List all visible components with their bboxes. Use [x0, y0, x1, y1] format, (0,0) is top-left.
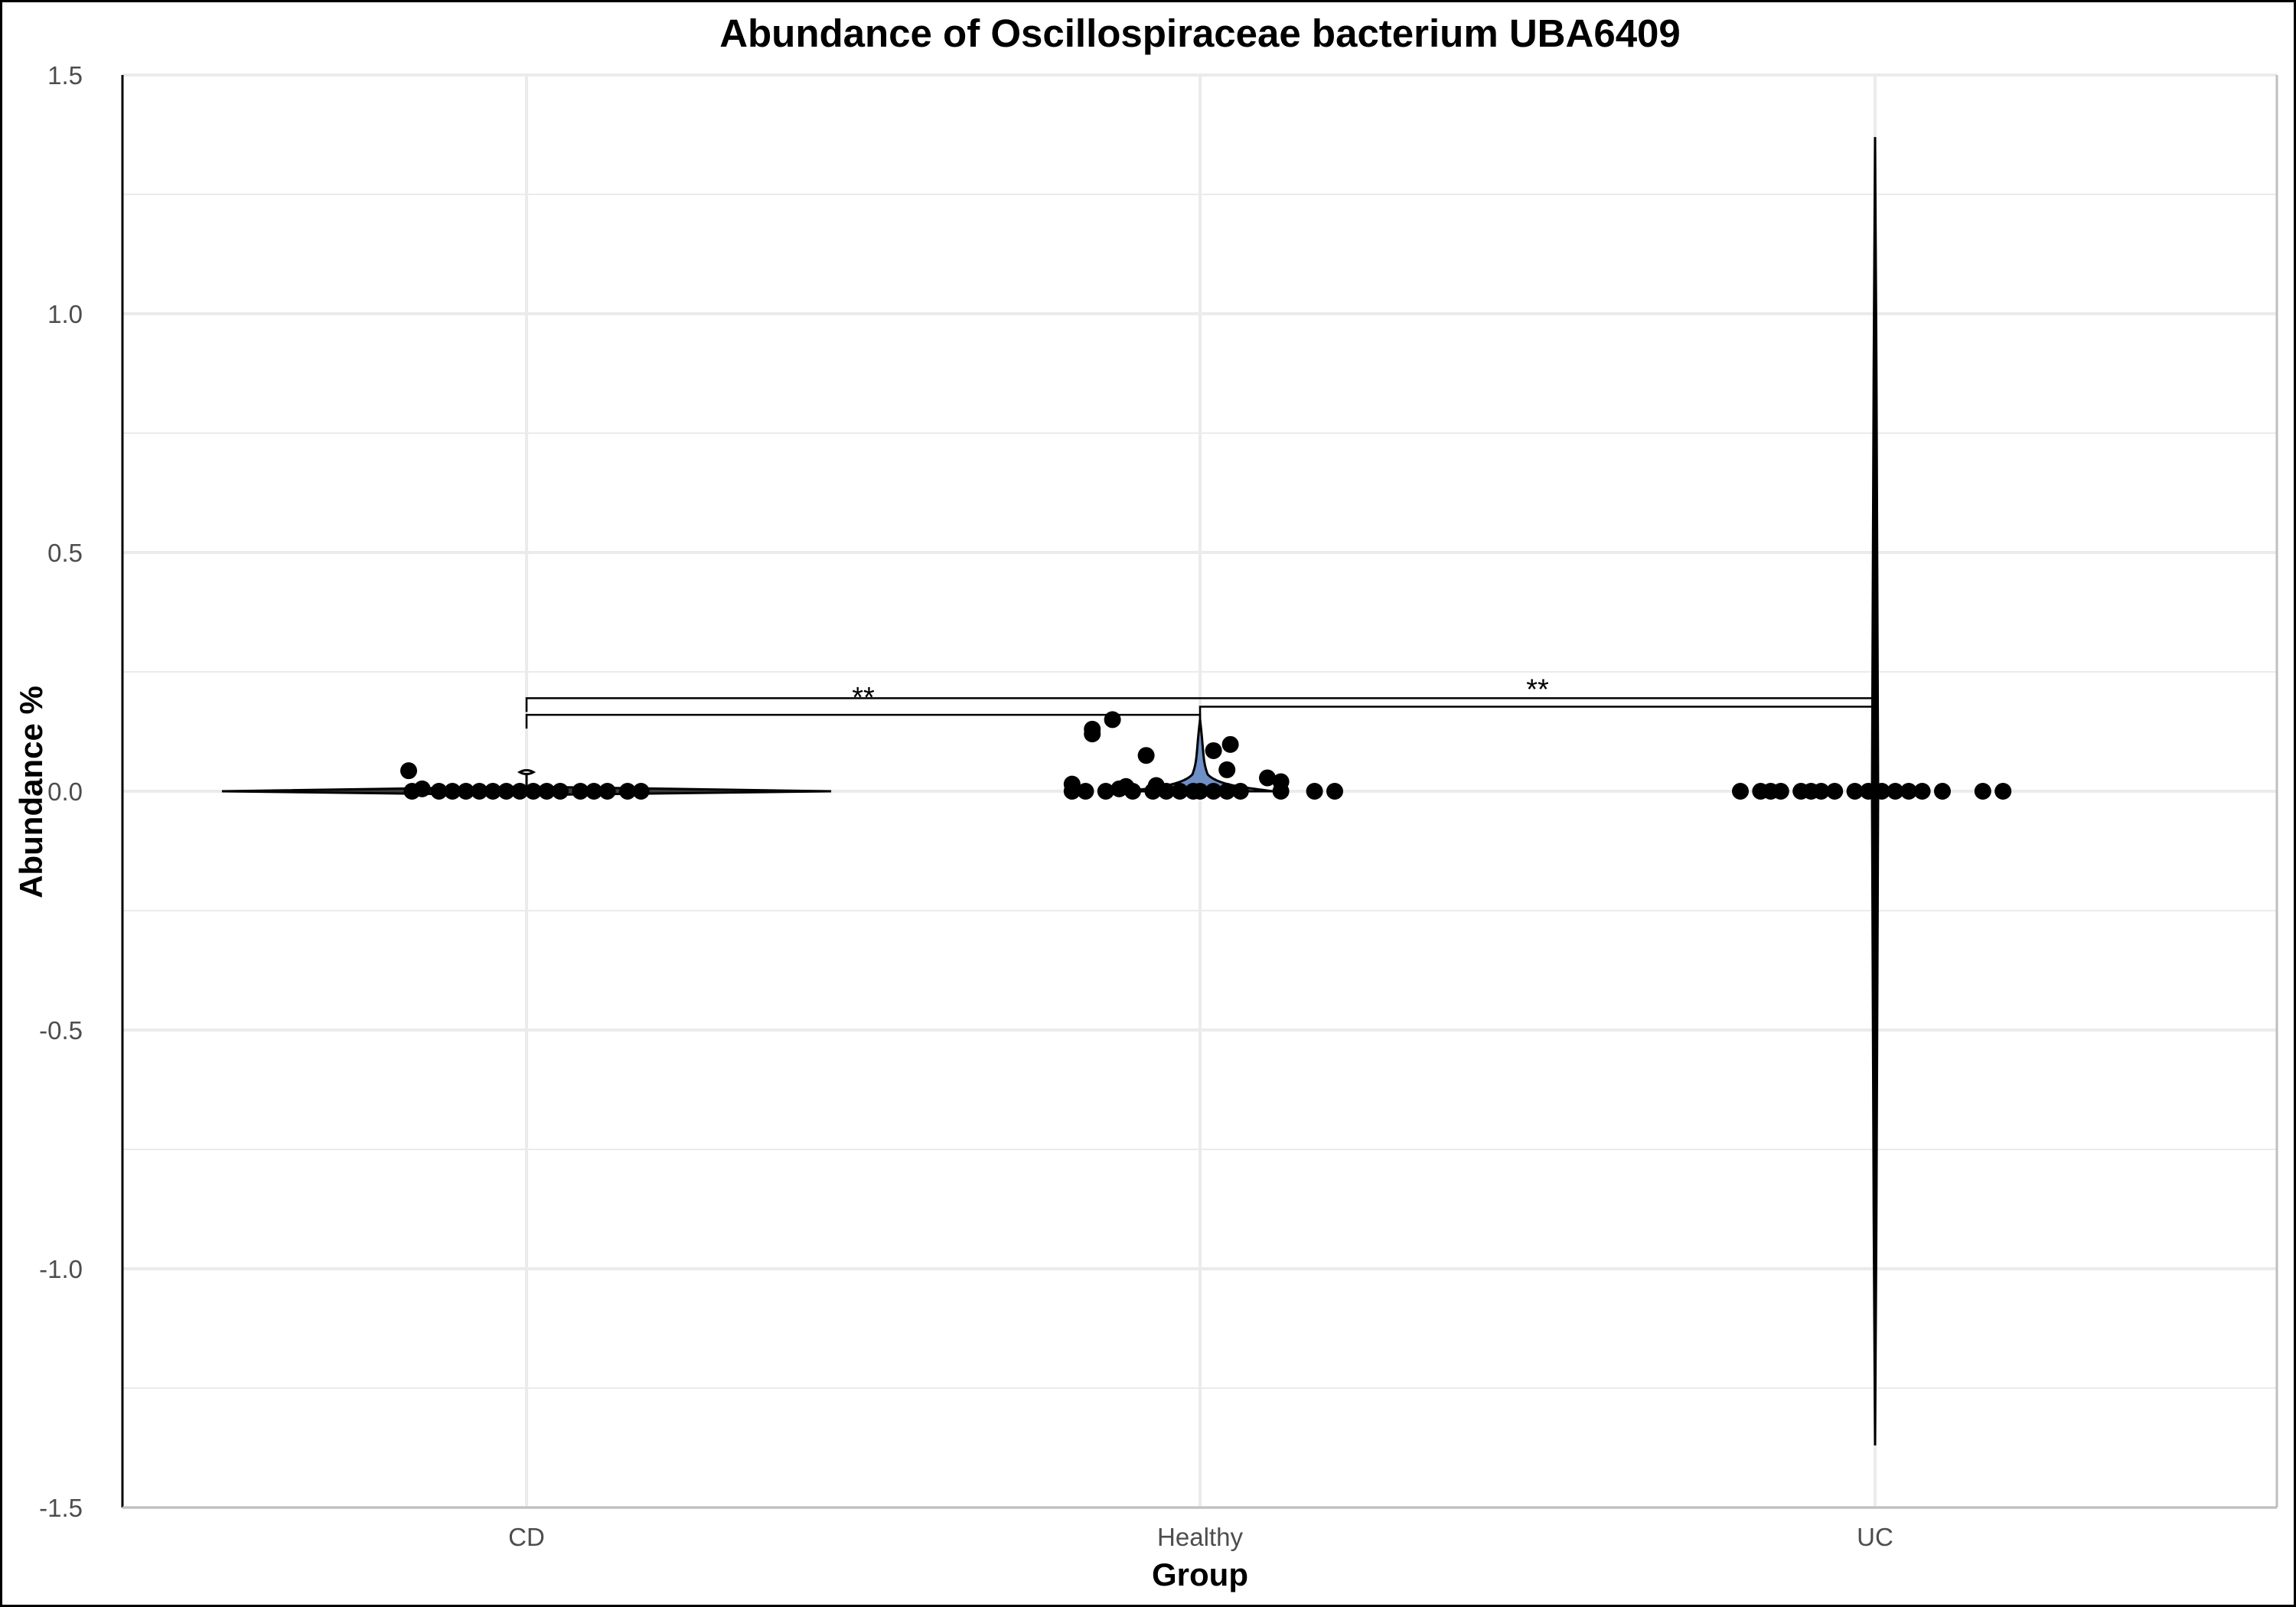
- y-tick-label: -0.5: [39, 1016, 83, 1045]
- y-tick-label: 0.0: [47, 777, 83, 806]
- data-point-cd: [538, 783, 556, 800]
- data-point-healthy: [1104, 711, 1121, 729]
- data-point-uc: [1860, 783, 1877, 800]
- y-axis-title: Abundance %: [13, 686, 49, 898]
- data-point-cd: [444, 783, 461, 800]
- data-point-cd: [632, 783, 650, 800]
- data-point-cd: [552, 783, 569, 800]
- data-point-healthy: [1218, 783, 1236, 800]
- data-point-healthy: [1077, 783, 1094, 800]
- data-point-cd: [413, 780, 431, 797]
- data-point-healthy: [1272, 783, 1290, 800]
- significance-bracket-healthy-uc: [1199, 706, 1877, 721]
- data-point-uc: [1934, 783, 1951, 800]
- data-point-uc: [1826, 783, 1844, 800]
- data-point-cd: [430, 783, 448, 800]
- data-point-uc: [1732, 783, 1749, 800]
- data-point-healthy: [1205, 783, 1222, 800]
- axes-layer: -1.5 -1.0 -0.5 0.0 0.5 1.0 1.5 CD Healthy UC: [39, 61, 2278, 1551]
- data-point-cd: [598, 783, 616, 800]
- significance-layer: ** **: [525, 674, 1877, 729]
- data-point-healthy: [1205, 742, 1222, 759]
- y-tick-label: -1.5: [39, 1494, 83, 1522]
- data-point-healthy: [1158, 783, 1175, 800]
- x-tick-label-healthy: Healthy: [1157, 1523, 1243, 1551]
- significance-bracket-cd-uc: [525, 697, 1877, 712]
- data-point-healthy: [1306, 783, 1323, 800]
- x-tick-label-cd: CD: [508, 1523, 545, 1551]
- data-point-cd: [400, 762, 417, 780]
- data-point-cd: [511, 783, 529, 800]
- data-point-uc: [1772, 783, 1789, 800]
- data-point-uc: [1974, 783, 1991, 800]
- y-tick-label: -1.0: [39, 1255, 83, 1283]
- data-point-cd: [572, 783, 589, 800]
- y-tick-label: 1.0: [47, 300, 83, 328]
- data-point-healthy: [1084, 725, 1101, 743]
- data-point-healthy: [1231, 783, 1249, 800]
- data-point-cd: [484, 783, 501, 800]
- data-point-healthy: [1063, 775, 1081, 793]
- x-tick-label-uc: UC: [1857, 1523, 1893, 1551]
- data-point-uc: [1900, 783, 1917, 800]
- y-tick-label: 1.5: [47, 61, 83, 90]
- violin-cd-tail: [517, 769, 536, 788]
- data-point-healthy: [1192, 783, 1208, 800]
- points-layer: [400, 711, 2012, 800]
- data-point-cd: [497, 783, 515, 800]
- chart-title: Abundance of Oscillospiraceae bacterium …: [719, 11, 1681, 55]
- data-point-healthy: [1218, 761, 1236, 778]
- data-point-healthy: [1171, 783, 1189, 800]
- data-point-uc: [1887, 783, 1904, 800]
- data-point-cd: [457, 783, 475, 800]
- data-point-uc: [1913, 783, 1931, 800]
- data-point-healthy: [1259, 769, 1276, 787]
- data-point-cd: [471, 783, 488, 800]
- data-point-uc: [1846, 783, 1864, 800]
- y-tick-label: 0.5: [47, 539, 83, 567]
- x-axis-title: Group: [1152, 1556, 1248, 1592]
- data-point-cd: [524, 783, 542, 800]
- data-point-healthy: [1137, 747, 1155, 764]
- data-point-uc: [1812, 783, 1830, 800]
- significance-label: **: [1526, 674, 1549, 706]
- data-point-cd: [585, 783, 602, 800]
- data-point-healthy: [1097, 783, 1114, 800]
- data-point-healthy: [1124, 783, 1141, 800]
- data-point-healthy: [1326, 783, 1343, 800]
- data-point-cd: [619, 783, 636, 800]
- data-point-uc: [1994, 783, 2012, 800]
- significance-bracket-cd-healthy: [525, 713, 1202, 729]
- data-point-uc: [1873, 783, 1890, 800]
- data-point-healthy: [1221, 735, 1239, 753]
